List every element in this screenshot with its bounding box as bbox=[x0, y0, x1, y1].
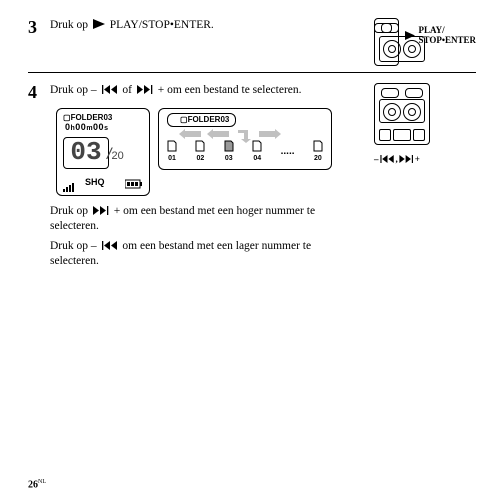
device-illustration-top bbox=[374, 18, 399, 66]
play-icon bbox=[93, 19, 105, 34]
play-stop-enter-label: PLAY/STOP•ENTER bbox=[418, 26, 476, 46]
step-4-text: Druk op – of + om een bestand te selecte… bbox=[50, 83, 364, 270]
file-03: 03 bbox=[224, 140, 234, 163]
signal-icon bbox=[63, 182, 77, 192]
lcd-time: 0h00m00s bbox=[65, 122, 108, 134]
step-3-number: 3 bbox=[28, 18, 40, 36]
battery-icon bbox=[125, 179, 143, 189]
step-4-row: 4 Druk op – of + om een bestand te selec… bbox=[28, 83, 476, 270]
strip-folder: ▢FOLDER03 bbox=[167, 113, 236, 127]
step-3-row: 3 Druk op PLAY/STOP•ENTER. PLAY/STOP•ENT… bbox=[28, 18, 476, 66]
file-04: 04 bbox=[252, 140, 262, 163]
file-01: 01 bbox=[167, 140, 177, 163]
body-paragraph-2: Druk op – om een bestand met een lager n… bbox=[50, 239, 356, 270]
step-4-sidebar: – , + bbox=[374, 83, 476, 164]
lcd-total: 20 bbox=[107, 145, 124, 166]
body-paragraph-1: Druk op + om een bestand met een hoger n… bbox=[50, 204, 356, 235]
device-illustration-bottom bbox=[374, 83, 430, 145]
file-strip: ▢FOLDER03 01 02 03 04 ..... 20 bbox=[158, 108, 332, 170]
prev-track-icon bbox=[102, 84, 118, 99]
lcd-display: ▢FOLDER03 0h00m00s 03 20 SHQ bbox=[56, 108, 150, 196]
lcd-file-number: 03 bbox=[63, 137, 109, 169]
page-number: 26NL bbox=[28, 479, 46, 490]
divider bbox=[28, 72, 476, 73]
lcd-mode: SHQ bbox=[85, 177, 105, 189]
step-3-text: Druk op PLAY/STOP•ENTER. bbox=[50, 18, 364, 33]
step-4-number: 4 bbox=[28, 83, 40, 101]
file-02: 02 bbox=[195, 140, 205, 163]
step-3-sidebar: PLAY/STOP•ENTER bbox=[374, 18, 476, 66]
file-dots: ..... bbox=[281, 145, 295, 158]
next-track-icon bbox=[93, 205, 109, 221]
next-track-icon bbox=[137, 84, 153, 99]
prev-next-label: – , + bbox=[374, 154, 476, 164]
file-20: 20 bbox=[313, 140, 323, 163]
prev-track-icon bbox=[102, 240, 118, 256]
display-panels: ▢FOLDER03 0h00m00s 03 20 SHQ ▢FOLDER03 bbox=[56, 108, 356, 196]
